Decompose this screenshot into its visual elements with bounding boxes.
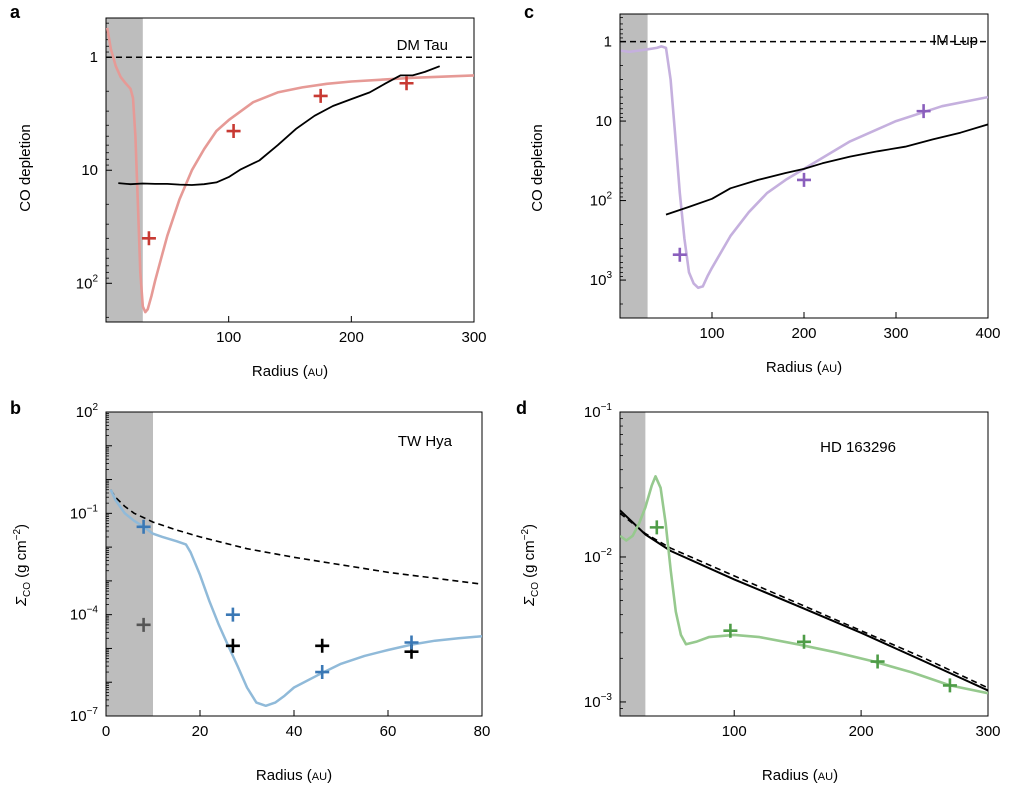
- x-tick-label: 0: [102, 723, 110, 740]
- dashed-curve: [620, 512, 988, 689]
- black-curve: [118, 65, 441, 186]
- data-point-cross: [226, 124, 241, 139]
- x-tick-label: 300: [975, 723, 1000, 740]
- y-tick-label: 10: [595, 113, 612, 130]
- data-point-cross: [399, 76, 414, 91]
- y-tick-label: 1: [90, 49, 98, 66]
- x-tick-label: 400: [975, 325, 1000, 342]
- data-point-cross: [313, 88, 328, 103]
- x-tick-label: 60: [380, 723, 397, 740]
- model-curve: [620, 45, 988, 290]
- chart-title: HD 163296: [820, 439, 896, 456]
- plot-frame: [619, 13, 989, 319]
- y-tick-label: 10−4: [70, 605, 99, 624]
- shaded-region: [620, 14, 648, 318]
- plot-frame: [105, 411, 483, 717]
- x-tick-label: 300: [461, 329, 486, 346]
- data-point-cross: [797, 634, 811, 649]
- panel-label-c: c: [524, 2, 534, 22]
- data-point-cross: [942, 678, 957, 693]
- data-point-cross: [315, 638, 330, 653]
- panel-a: a DM Tau CO depletion Radius (AU) 100 200…: [10, 2, 487, 380]
- x-tick-label: 40: [286, 723, 303, 740]
- data-point-cross: [315, 665, 330, 680]
- data-point-cross: [723, 623, 738, 638]
- svg-text:CO depletion: CO depletion: [529, 124, 546, 212]
- svg-text:CO depletion: CO depletion: [17, 124, 34, 212]
- data-point-cross: [870, 654, 885, 669]
- x-tick-label: 80: [474, 723, 491, 740]
- x-tick-label: 200: [339, 329, 364, 346]
- x-tick-label: 300: [883, 325, 908, 342]
- data-point-cross: [649, 520, 664, 535]
- y-axis-label: CO depletion: [529, 124, 546, 212]
- y-tick-label: 1: [604, 34, 612, 51]
- y-tick-label: 10−7: [70, 706, 99, 725]
- dashed-curve: [110, 489, 482, 585]
- svg-text:ΣCO (g cm−2): ΣCO (g cm−2): [12, 524, 33, 607]
- chart-title: TW Hya: [398, 433, 453, 450]
- x-tick-label: 200: [849, 723, 874, 740]
- y-axis-label: ΣCO (g cm−2): [520, 524, 541, 607]
- plot-frame: [619, 411, 989, 717]
- panel-label-b: b: [10, 398, 21, 418]
- data-point-cross: [225, 638, 240, 653]
- y-tick-label: 10−1: [70, 503, 99, 522]
- data-point-cross: [136, 617, 151, 632]
- shaded-region: [620, 412, 646, 716]
- x-tick-label: 20: [192, 723, 209, 740]
- x-tick-label: 100: [699, 325, 724, 342]
- panel-label-a: a: [10, 2, 21, 22]
- chart-title: IM Lup: [932, 32, 978, 49]
- y-tick-label: 10−3: [584, 692, 613, 711]
- x-tick-label: 100: [216, 329, 241, 346]
- plot-frame: [105, 17, 475, 323]
- x-axis-label: Radius (AU): [762, 767, 838, 784]
- x-axis-label: Radius (AU): [256, 767, 332, 784]
- x-axis-label: Radius (AU): [252, 363, 328, 380]
- data-point-cross: [136, 519, 151, 534]
- x-tick-label: 200: [791, 325, 816, 342]
- data-point-cross: [225, 607, 240, 622]
- model-curve: [620, 475, 988, 695]
- panel-label-d: d: [516, 398, 527, 418]
- data-point-cross: [797, 172, 811, 187]
- panel-d: d HD 163296 ΣCO (g cm−2) Radius (AU) 100…: [516, 398, 1001, 784]
- y-tick-label: 10−2: [584, 547, 613, 566]
- model-curve: [106, 27, 474, 314]
- y-tick-label: 10−1: [584, 402, 613, 421]
- y-tick-label: 103: [590, 270, 613, 289]
- black-curve: [665, 123, 988, 216]
- y-tick-label: 102: [76, 402, 99, 421]
- chart-title: DM Tau: [397, 37, 448, 54]
- shaded-region: [106, 412, 153, 716]
- y-axis-label: ΣCO (g cm−2): [12, 524, 33, 607]
- svg-text:ΣCO (g cm−2): ΣCO (g cm−2): [520, 524, 541, 607]
- data-point-cross: [404, 635, 419, 650]
- y-tick-label: 102: [76, 273, 99, 292]
- panel-c: c IM Lup CO depletion Radius (AU) 100 200…: [524, 2, 1001, 376]
- panel-b: b TW Hya ΣCO (g cm−2) Radius (AU) 0 20 40 6…: [10, 398, 490, 784]
- y-tick-label: 102: [590, 191, 613, 210]
- model-curve: [109, 489, 482, 708]
- y-axis-label: CO depletion: [17, 124, 34, 212]
- x-axis-label: Radius (AU): [766, 359, 842, 376]
- x-tick-label: 100: [722, 723, 747, 740]
- data-point-cross: [141, 231, 156, 246]
- data-point-cross: [672, 247, 687, 262]
- black-curve: [620, 509, 988, 692]
- y-tick-label: 10: [81, 162, 98, 179]
- data-point-cross: [916, 104, 931, 119]
